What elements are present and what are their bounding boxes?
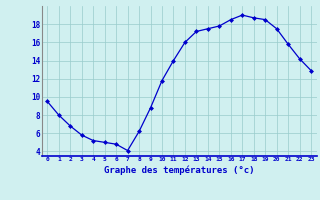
- X-axis label: Graphe des températures (°c): Graphe des températures (°c): [104, 165, 254, 175]
